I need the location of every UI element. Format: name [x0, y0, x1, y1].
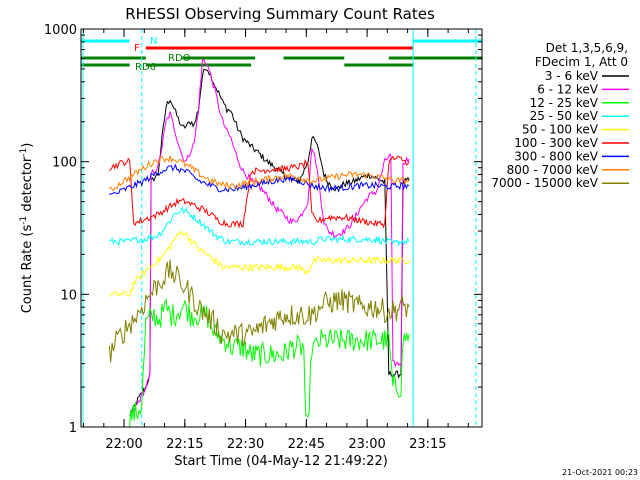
- legend-header-1: Det 1,3,5,6,9,: [546, 41, 628, 55]
- legend-item-100-300-kev: 100 - 300 keV: [514, 136, 629, 150]
- legend-item-7000-15000-kev: 7000 - 15000 keV: [491, 176, 629, 190]
- flag-label: N: [150, 36, 157, 47]
- flag-rd6: RD6: [81, 62, 414, 73]
- legend-item-6-12-kev: 6 - 12 keV: [537, 82, 629, 96]
- x-tick-label: 22:45: [288, 437, 325, 452]
- legend-label: 300 - 800 keV: [514, 149, 598, 163]
- legend-label: 12 - 25 keV: [530, 96, 599, 110]
- legend-label: 3 - 6 keV: [545, 69, 599, 83]
- flag-bars: NF RDO RD6: [81, 36, 482, 73]
- y-label-main: Count Rate (s: [20, 225, 35, 314]
- series-300-800-kev: [109, 163, 410, 196]
- legend-label: 7000 - 15000 keV: [491, 176, 598, 190]
- chart-title: RHESSI Observing Summary Count Rates: [125, 5, 435, 23]
- legend-item-3-6-kev: 3 - 6 keV: [545, 69, 629, 83]
- x-tick-label: 23:15: [409, 437, 446, 452]
- plot-frame: [80, 28, 483, 428]
- footer-date: 21-Oct-2021 00:23: [562, 468, 638, 477]
- y-label-sup2: -1: [19, 148, 29, 157]
- series-line: [129, 58, 410, 416]
- y-tick-label: 1: [69, 421, 77, 436]
- y-tick-label: 1000: [44, 23, 77, 38]
- legend-label: 25 - 50 keV: [530, 109, 599, 123]
- legend-header-2: FDecim 1, Att 0: [535, 55, 628, 69]
- legend-label: 100 - 300 keV: [514, 136, 598, 150]
- x-tick-label: 23:00: [348, 437, 385, 452]
- y-label-sup1: -1: [19, 216, 29, 225]
- x-axis-label: Start Time (04-May-12 21:49:22): [174, 454, 388, 469]
- series-line: [108, 230, 410, 298]
- series-50-100-kev: [108, 230, 410, 298]
- flag-rdo: RDO: [81, 53, 482, 64]
- series-7000-15000-kev: [108, 259, 410, 363]
- series-line: [109, 163, 410, 196]
- series-6-12-kev: [129, 58, 410, 416]
- legend-item-25-50-kev: 25 - 50 keV: [530, 109, 629, 123]
- flag-f: F: [134, 43, 414, 54]
- x-tick-label: 22:30: [227, 437, 264, 452]
- y-axis-label: Count Rate (s-1 detector-1): [19, 143, 35, 314]
- flag-label: F: [134, 43, 140, 54]
- y-tick-label: 10: [60, 288, 77, 303]
- vertical-markers: [82, 29, 477, 427]
- x-axis-ticks: 22:00 22:15 22:30 22:45 23:00 23:15: [83, 29, 469, 452]
- series-100-300-kev: [109, 155, 410, 229]
- y-label-mid: detector: [20, 156, 35, 216]
- legend-item-300-800-kev: 300 - 800 keV: [514, 149, 629, 163]
- flag-label: RDO: [168, 53, 191, 64]
- x-tick-label: 22:15: [166, 437, 203, 452]
- series-800-7000-kev: [109, 155, 410, 192]
- legend-item-50-100-kev: 50 - 100 keV: [522, 123, 629, 137]
- series-25-50-kev: [109, 206, 410, 247]
- series-line: [129, 297, 410, 428]
- legend-label: 50 - 100 keV: [522, 123, 599, 137]
- series-line: [109, 206, 410, 247]
- flag-label: RD6: [135, 62, 156, 73]
- legend-label: 6 - 12 keV: [537, 82, 599, 96]
- y-label-end: ): [20, 143, 35, 148]
- series-line: [108, 259, 410, 363]
- series-layer: [108, 58, 410, 428]
- y-axis-ticks: 1 10 100 1000: [44, 23, 482, 436]
- x-tick-label: 22:00: [105, 437, 142, 452]
- y-tick-label: 100: [52, 156, 77, 171]
- legend-item-800-7000-kev: 800 - 7000 keV: [507, 163, 629, 177]
- legend-item-12-25-kev: 12 - 25 keV: [530, 96, 629, 110]
- series-12-25-kev: [129, 297, 410, 428]
- series-line: [109, 155, 410, 192]
- legend-label: 800 - 7000 keV: [507, 163, 599, 177]
- series-line: [109, 155, 410, 229]
- flag-n: N: [81, 36, 482, 47]
